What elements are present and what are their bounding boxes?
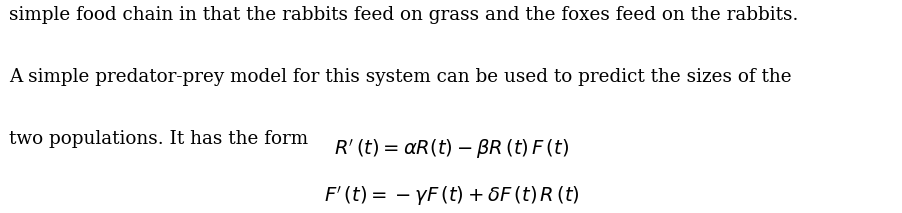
Text: two populations. It has the form: two populations. It has the form	[9, 130, 308, 148]
Text: $F^{\prime}\,(t) = -\gamma F\,(t) + \delta F\,(t)\,R\,(t)$: $F^{\prime}\,(t) = -\gamma F\,(t) + \del…	[323, 184, 579, 208]
Text: $R^{\prime}\,(t) = \alpha R(t) - \beta R\,(t)\,F\,(t)$: $R^{\prime}\,(t) = \alpha R(t) - \beta R…	[334, 137, 568, 161]
Text: simple food chain in that the rabbits feed on grass and the foxes feed on the ra: simple food chain in that the rabbits fe…	[9, 6, 797, 24]
Text: A simple predator-prey model for this system can be used to predict the sizes of: A simple predator-prey model for this sy…	[9, 68, 791, 86]
